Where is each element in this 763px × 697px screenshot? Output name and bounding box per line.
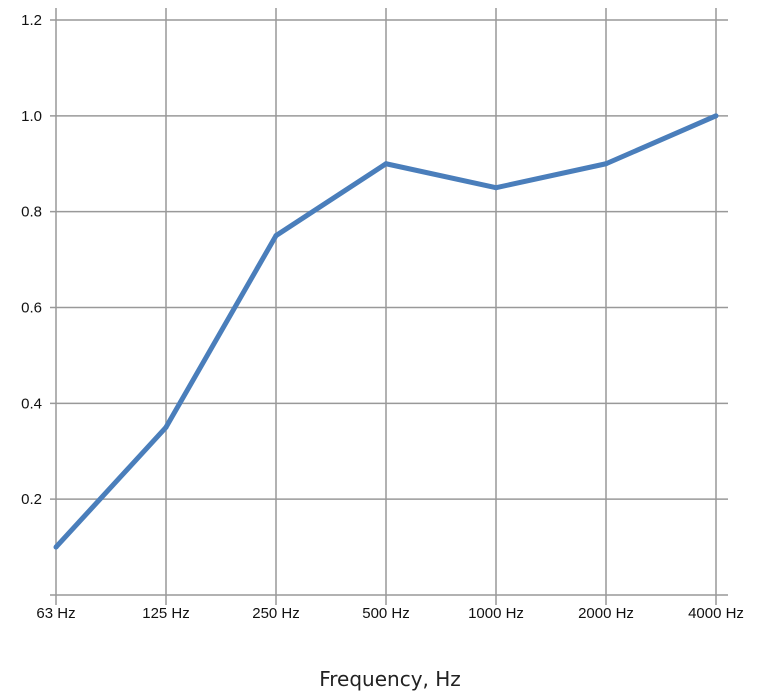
x-tick-label: 125 Hz [142,605,190,622]
data-point [493,185,499,191]
y-tick-label: 1.0 [21,108,42,125]
data-point [273,233,279,239]
y-tick-label: 1.2 [21,12,42,29]
x-tick-label: 4000 Hz [688,605,744,622]
data-point [163,424,169,430]
x-tick-label: 500 Hz [362,605,410,622]
y-tick-label: 0.6 [21,300,42,317]
series-layer [53,113,719,550]
y-tick-label: 0.4 [21,395,42,412]
x-axis-title: Frequency, Hz [319,667,461,691]
data-point [713,113,719,119]
x-tick-label: 63 Hz [36,605,75,622]
x-tick-label: 2000 Hz [578,605,634,622]
x-tick-label: 1000 Hz [468,605,524,622]
y-tick-label: 0.2 [21,491,42,508]
x-tick-labels: 63 Hz 125 Hz 250 Hz 500 Hz 1000 Hz 2000 Hz 400… [36,605,744,622]
x-tick-label: 250 Hz [252,605,300,622]
data-point [603,161,609,167]
y-tick-label: 0.8 [21,204,42,221]
y-tick-labels: 0.2 0.4 0.6 0.8 1.0 1.2 [21,12,42,508]
data-point [383,161,389,167]
data-point [53,544,59,550]
grid [50,8,728,605]
